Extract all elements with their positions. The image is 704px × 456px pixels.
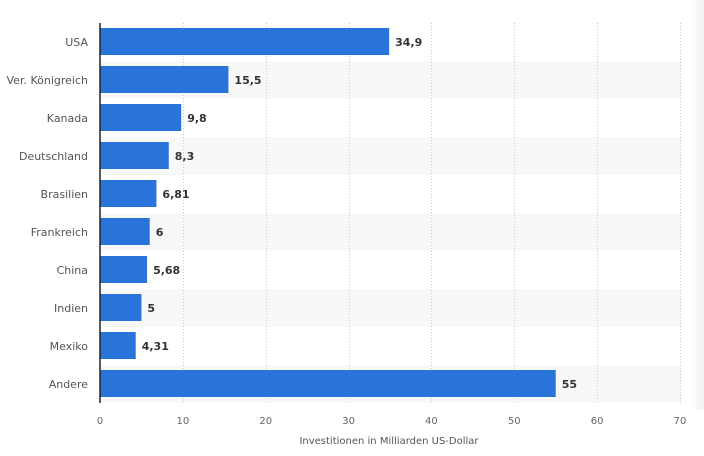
category-label: Andere: [49, 378, 89, 391]
x-tick-labels: 0 10 20 30 40 50 60 70: [97, 416, 687, 427]
bar: [100, 180, 157, 207]
bar: [100, 256, 148, 283]
bar: [100, 294, 142, 321]
bar: [100, 218, 150, 245]
value-label: 55: [562, 378, 577, 391]
x-tick-label: 70: [674, 416, 687, 427]
value-label: 5,68: [153, 264, 180, 277]
bar: [100, 104, 182, 131]
x-tick-label: 0: [97, 416, 103, 427]
value-label: 9,8: [187, 112, 207, 125]
row-band: [100, 213, 681, 251]
x-tick-label: 50: [508, 416, 521, 427]
category-label: Deutschland: [19, 150, 88, 163]
x-tick-label: 40: [425, 416, 438, 427]
value-label: 6,81: [162, 188, 189, 201]
category-label: Indien: [54, 302, 88, 315]
row-band: [100, 289, 681, 327]
value-label: 15,5: [234, 74, 261, 87]
x-tick-label: 20: [259, 416, 272, 427]
value-label: 5: [147, 302, 155, 315]
x-tick-label: 30: [342, 416, 355, 427]
bar: [100, 142, 169, 169]
value-label: 4,31: [142, 340, 169, 353]
row-band: [100, 137, 681, 175]
x-axis-title: Investitionen in Milliarden US-Dollar: [299, 436, 479, 447]
bar: [100, 332, 136, 359]
value-labels: 34,9 15,5 9,8 8,3 6,81 6 5,68 5 4,31 55: [142, 36, 577, 391]
x-tick-label: 10: [176, 416, 189, 427]
bar: [100, 66, 229, 93]
value-label: 6: [156, 226, 164, 239]
bar: [100, 28, 390, 55]
gridlines: [183, 23, 681, 403]
category-labels: USA Ver. Königreich Kanada Deutschland Brasi…: [7, 36, 89, 391]
value-label: 8,3: [175, 150, 195, 163]
x-tick-label: 60: [591, 416, 604, 427]
edge-shadow: [690, 0, 704, 410]
category-label: China: [57, 264, 88, 277]
bar: [100, 370, 556, 397]
category-label: Kanada: [47, 112, 88, 125]
category-label: Frankreich: [31, 226, 88, 239]
category-label: Brasilien: [41, 188, 88, 201]
category-label: USA: [65, 36, 88, 49]
value-label: 34,9: [395, 36, 422, 49]
category-label: Ver. Königreich: [7, 74, 89, 87]
bars: [100, 28, 556, 397]
category-label: Mexiko: [50, 340, 89, 353]
